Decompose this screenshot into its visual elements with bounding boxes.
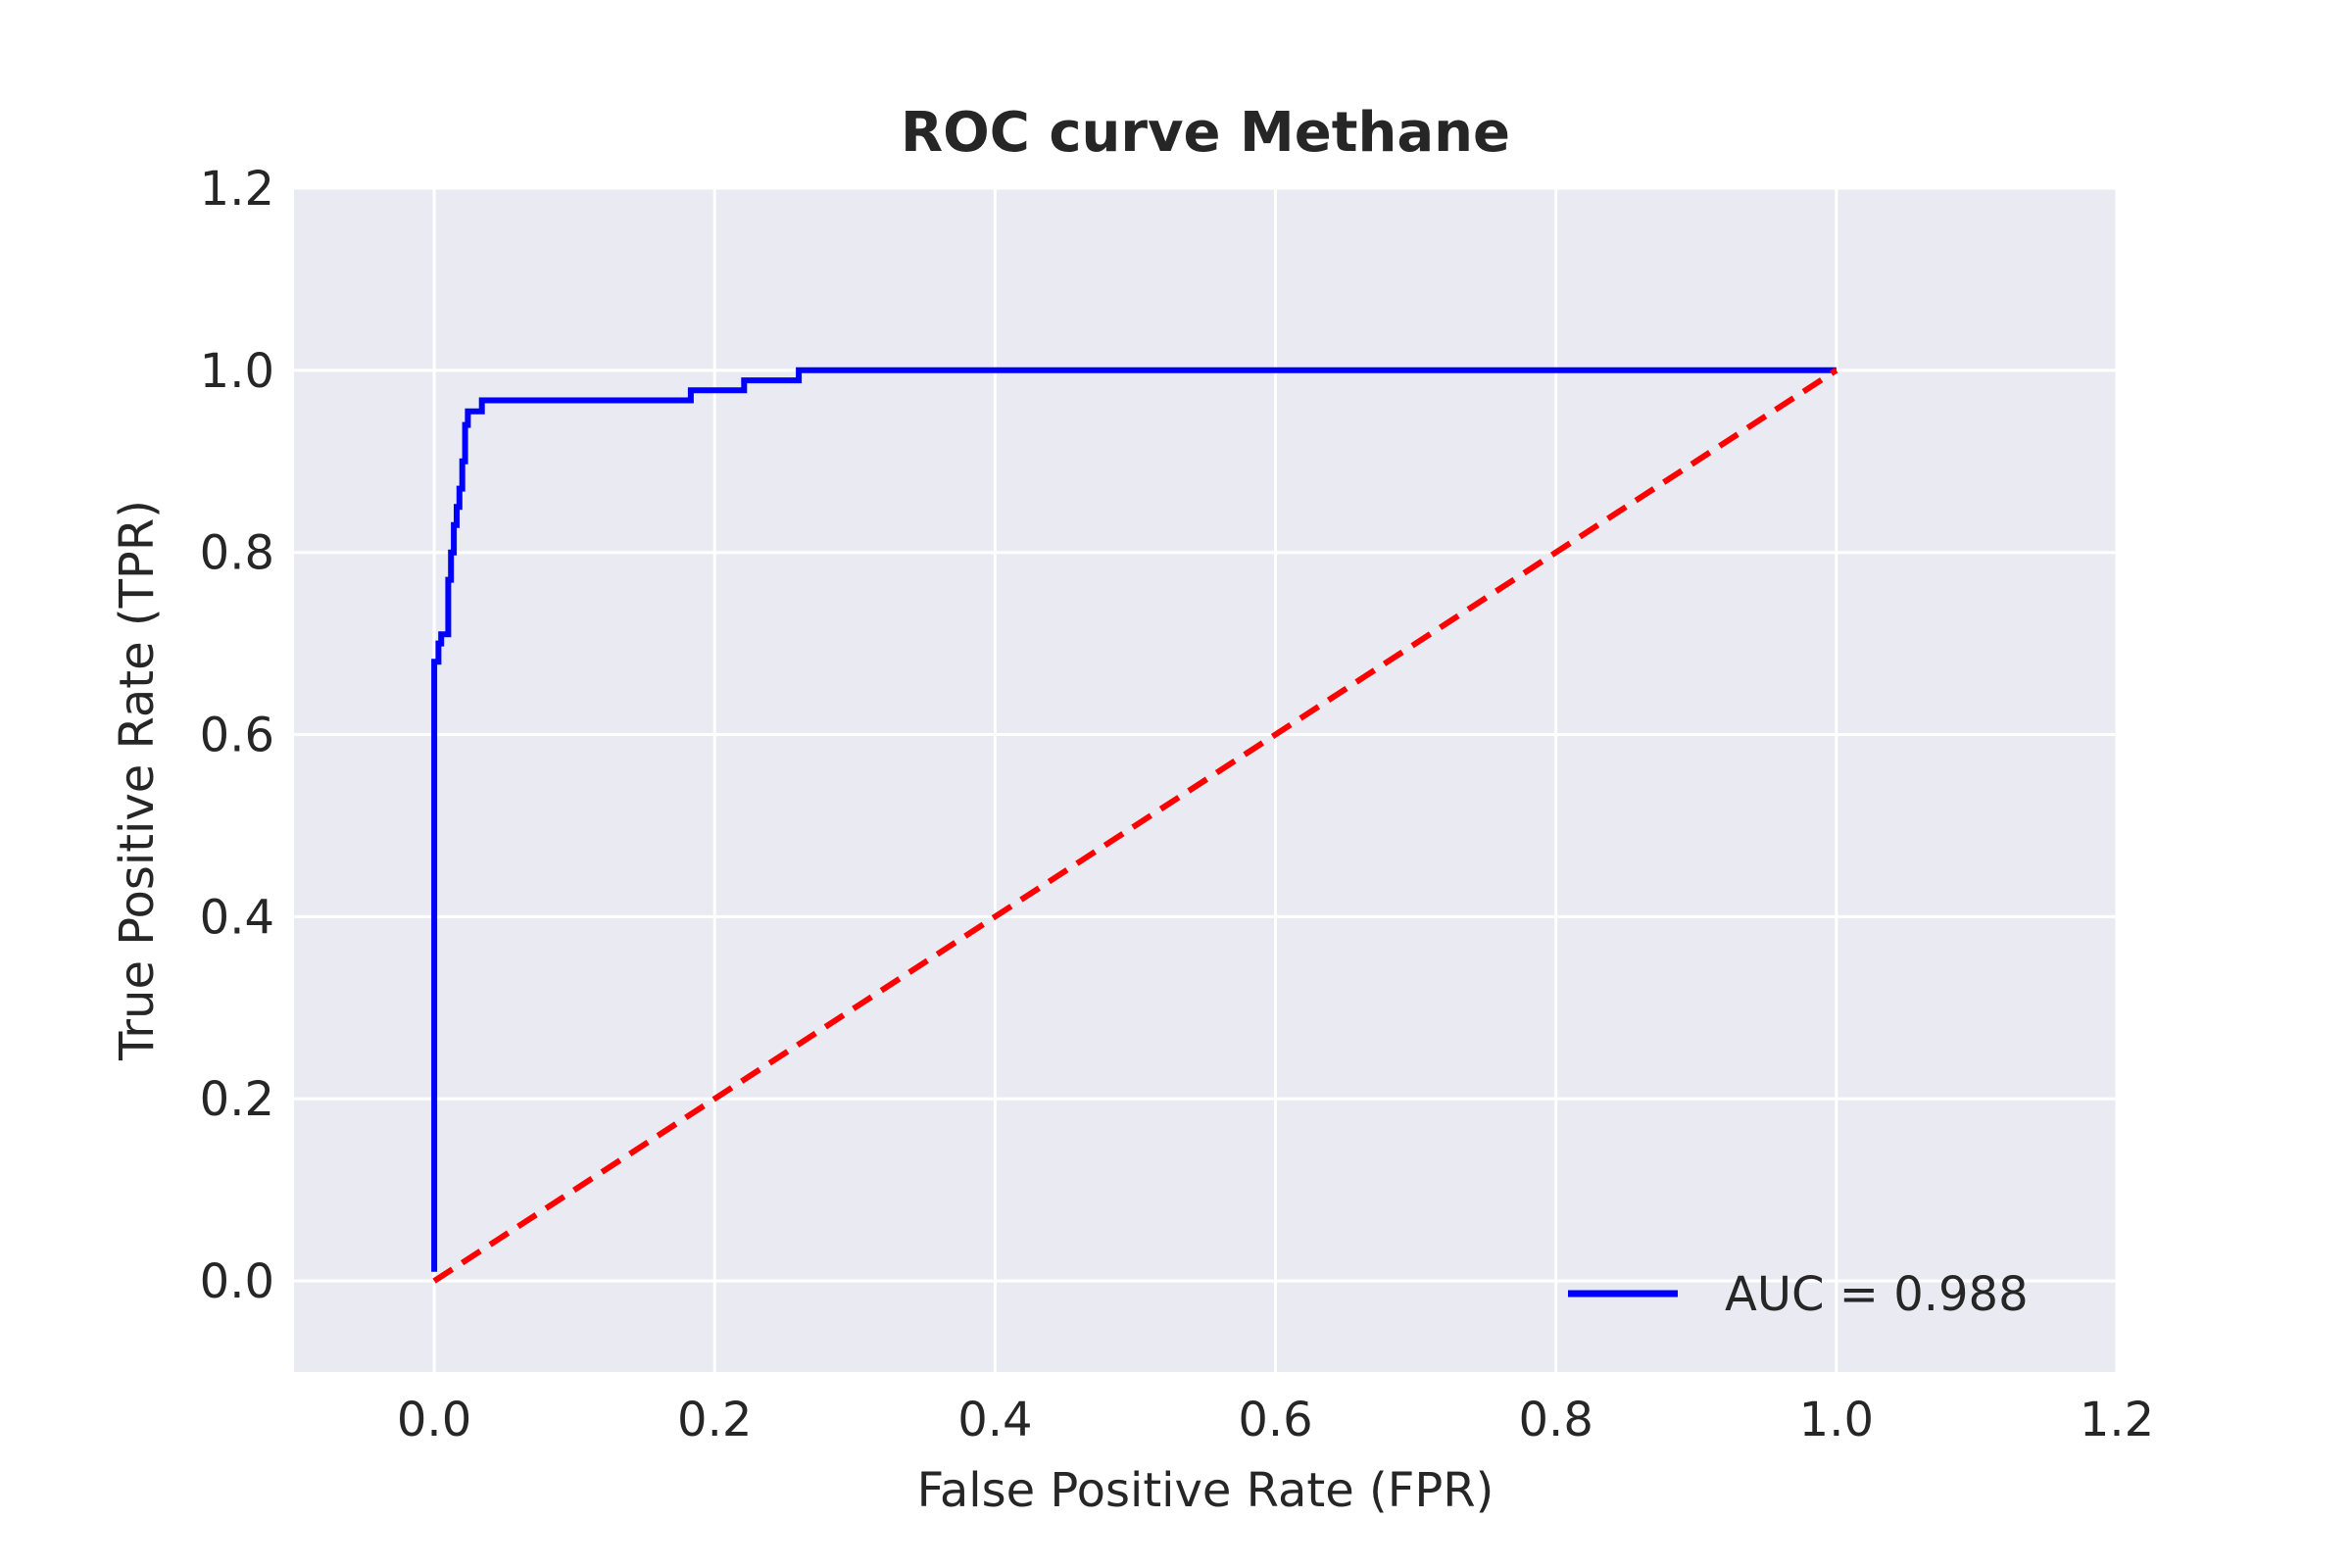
y-tick-label: 1.0	[200, 344, 274, 399]
x-tick-label: 0.2	[677, 1393, 752, 1447]
roc-curve-line	[431, 367, 1837, 1272]
y-axis-label: True Positive Rate (TPR)	[110, 500, 165, 1061]
x-tick-label: 0.0	[397, 1393, 471, 1447]
x-tick-label: 1.0	[1799, 1393, 1874, 1447]
y-tick-label: 0.6	[200, 709, 274, 763]
y-tick-label: 0.0	[200, 1254, 274, 1309]
legend: AUC = 0.988	[1568, 1267, 2029, 1322]
grid-lines	[294, 186, 2119, 1372]
y-tick-label: 0.2	[200, 1072, 274, 1127]
x-tick-label: 0.8	[1519, 1393, 1593, 1447]
legend-label: AUC = 0.988	[1725, 1267, 2029, 1322]
x-tick-label: 0.4	[957, 1393, 1032, 1447]
chart-title: ROC curve Methane	[901, 101, 1510, 165]
y-tick-label: 1.2	[200, 162, 274, 217]
chance-diagonal-line	[432, 368, 1838, 1284]
x-tick-label: 1.2	[2080, 1393, 2154, 1447]
x-axis-label: False Positive Rate (FPR)	[917, 1463, 1494, 1518]
y-tick-label: 0.4	[200, 890, 274, 945]
x-tick-label: 0.6	[1238, 1393, 1312, 1447]
x-tick-labels: 0.0 0.2 0.4 0.6 0.8 1.0 1.2	[397, 1393, 2154, 1447]
y-tick-labels: 0.0 0.2 0.4 0.6 0.8 1.0 1.2	[200, 162, 274, 1309]
series-layer	[431, 367, 1838, 1284]
y-tick-label: 0.8	[200, 526, 274, 581]
